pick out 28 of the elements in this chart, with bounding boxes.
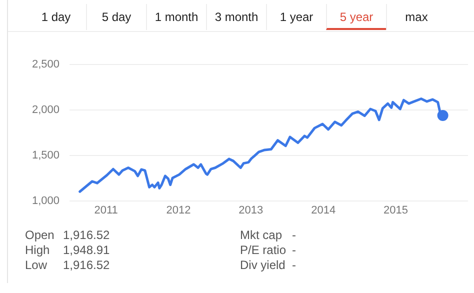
y-tick-label: 1,000	[32, 194, 60, 207]
x-tick-label: 2012	[166, 204, 191, 216]
text: Open	[25, 228, 56, 243]
text: P/E ratio	[240, 243, 288, 258]
text: 1,916.52	[63, 258, 110, 273]
text: 1 month	[146, 4, 206, 30]
text: High	[25, 243, 51, 258]
text: -	[292, 258, 296, 273]
y-tick-label: 2,500	[32, 58, 60, 71]
text: 1 year	[266, 4, 326, 30]
x-tick-label: 2011	[94, 204, 118, 216]
x-tick-label: 2015	[384, 204, 408, 216]
text: Mkt cap	[240, 228, 284, 243]
text: -	[292, 228, 296, 243]
text: 5 year	[326, 4, 386, 30]
x-tick-label: 2013	[238, 204, 264, 216]
text: 5 day	[86, 4, 146, 30]
text: Div yield	[240, 258, 286, 273]
text: 1,916.52	[63, 228, 110, 243]
text: max	[386, 4, 446, 30]
text: Low	[25, 258, 48, 273]
text: 1 day	[40, 9, 72, 26]
x-tick-label: 2014	[311, 204, 336, 216]
y-tick-label: 1,500	[32, 149, 60, 162]
y-tick-label: 2,000	[32, 104, 60, 116]
text: -	[292, 243, 296, 258]
text: 1,948.91	[63, 243, 110, 258]
text: 3 month	[206, 4, 266, 30]
